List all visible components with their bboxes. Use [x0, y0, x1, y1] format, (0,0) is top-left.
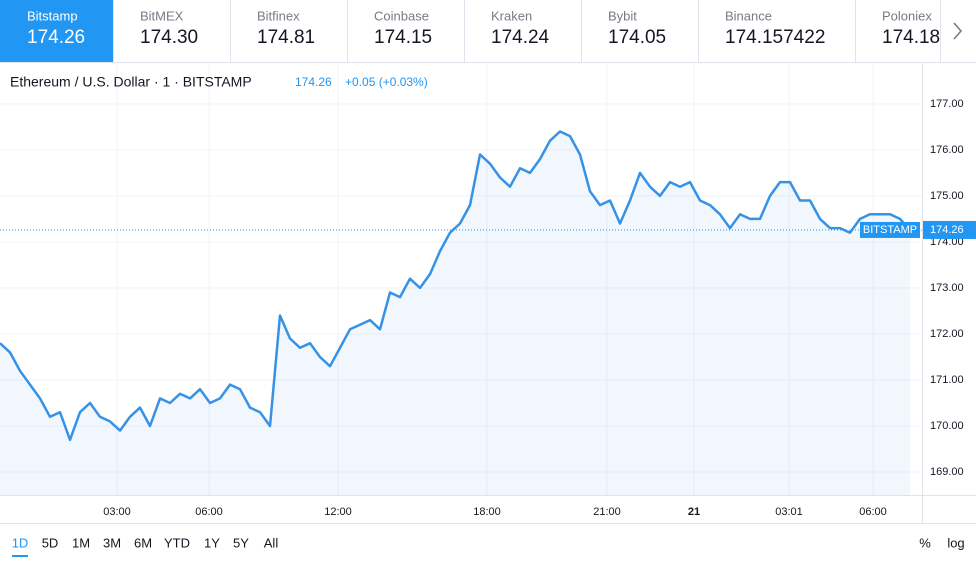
tab-price: 174.30 [140, 27, 198, 48]
x-tick-label: 18:00 [473, 506, 501, 518]
x-tick-label: 12:00 [324, 506, 352, 518]
range-button[interactable]: 5Y [233, 535, 249, 550]
exchange-tab[interactable]: Poloniex 174.18 [855, 0, 940, 62]
tab-background [698, 0, 855, 62]
range-button[interactable]: YTD [164, 535, 190, 550]
range-button[interactable]: 1Y [204, 535, 220, 550]
y-tick-label: 169.00 [930, 466, 964, 478]
exchange-tab[interactable]: Bybit 174.05 [581, 0, 698, 62]
tab-name: Bitstamp [27, 8, 78, 23]
y-tick-label: 176.00 [930, 144, 964, 156]
exchange-tab[interactable]: Binance 174.157422 [698, 0, 855, 62]
exchange-tab[interactable]: BitMEX 174.30 [113, 0, 230, 62]
tab-name: Coinbase [374, 8, 429, 23]
tab-background [464, 0, 581, 62]
range-bar: 1D 5D 1M 3M 6M YTD 1Y 5Y All% log [12, 535, 965, 557]
x-tick-label: 21 [688, 506, 700, 518]
tab-price: 174.24 [491, 27, 550, 48]
tab-name: Bybit [608, 8, 637, 23]
scale-option[interactable]: log [947, 535, 964, 550]
tabs-scroll-area[interactable] [940, 0, 976, 62]
exchange-tab[interactable]: Coinbase 174.15 [347, 0, 464, 62]
tab-background [347, 0, 464, 62]
y-tick-label: 172.00 [930, 328, 964, 340]
tab-price: 174.05 [608, 27, 666, 48]
exchange-tab[interactable]: Bitstamp 174.26 [0, 0, 113, 62]
x-tick-label: 21:00 [593, 506, 621, 518]
series-label-box [860, 221, 920, 238]
tab-background [0, 0, 113, 62]
tab-background [230, 0, 347, 62]
last-price-box [923, 220, 976, 239]
tab-price: 174.26 [27, 27, 85, 48]
scroll-arrow[interactable] [953, 22, 963, 40]
last-price-label: 174.26 [930, 224, 964, 236]
area [0, 131, 910, 495]
tab-name: Kraken [491, 8, 532, 23]
range-button[interactable]: 1M [72, 535, 90, 550]
scale-option[interactable]: % [919, 535, 931, 550]
tab-price: 174.81 [257, 27, 315, 48]
range-button[interactable]: 6M [134, 535, 152, 550]
tab-name: BitMEX [140, 8, 184, 23]
x-tick-label: 03:00 [103, 506, 131, 518]
tab-price: 174.157422 [725, 27, 825, 48]
tab-background [855, 0, 940, 62]
y-tick-label: 175.00 [930, 190, 964, 202]
tab-background [113, 0, 230, 62]
price-line [0, 130, 911, 442]
x-tick-label: 06:00 [195, 506, 223, 518]
plot: 169.00170.00171.00172.00173.00174.00175.… [0, 62, 976, 524]
y-tick-label: 171.00 [930, 374, 964, 386]
y-tick-label: 177.00 [930, 98, 964, 110]
y-tick-label: 170.00 [930, 420, 964, 432]
tab-name: Bitfinex [257, 8, 300, 23]
range-button[interactable]: 1D [12, 535, 29, 550]
tab-background [581, 0, 698, 62]
range-button[interactable]: 5D [42, 535, 59, 550]
x-tick-label: 03:01 [775, 506, 803, 518]
tab-price: 174.18 [882, 27, 940, 48]
tab-name: Poloniex [882, 8, 932, 23]
header-change: +0.05 (+0.03%) [345, 75, 428, 89]
exchange-tab[interactable]: Kraken 174.24 [464, 0, 581, 62]
tab-price: 174.15 [374, 27, 432, 48]
tab-name: Binance [725, 8, 772, 23]
x-tick-label: 06:00 [859, 506, 887, 518]
exchange-tab[interactable]: Bitfinex 174.81 [230, 0, 347, 62]
range-button[interactable]: 3M [103, 535, 121, 550]
series-label: BITSTAMP [863, 224, 917, 236]
header-price: 174.26 [295, 75, 332, 89]
y-tick-label: 173.00 [930, 282, 964, 294]
chart-title: Ethereum / U.S. Dollar · 1 · BITSTAMP [10, 74, 252, 90]
range-button[interactable]: All [264, 535, 279, 550]
exchange-tabs: Bitstamp 174.26 BitMEX 174.30 Bitfinex 174.81… [0, 0, 976, 62]
